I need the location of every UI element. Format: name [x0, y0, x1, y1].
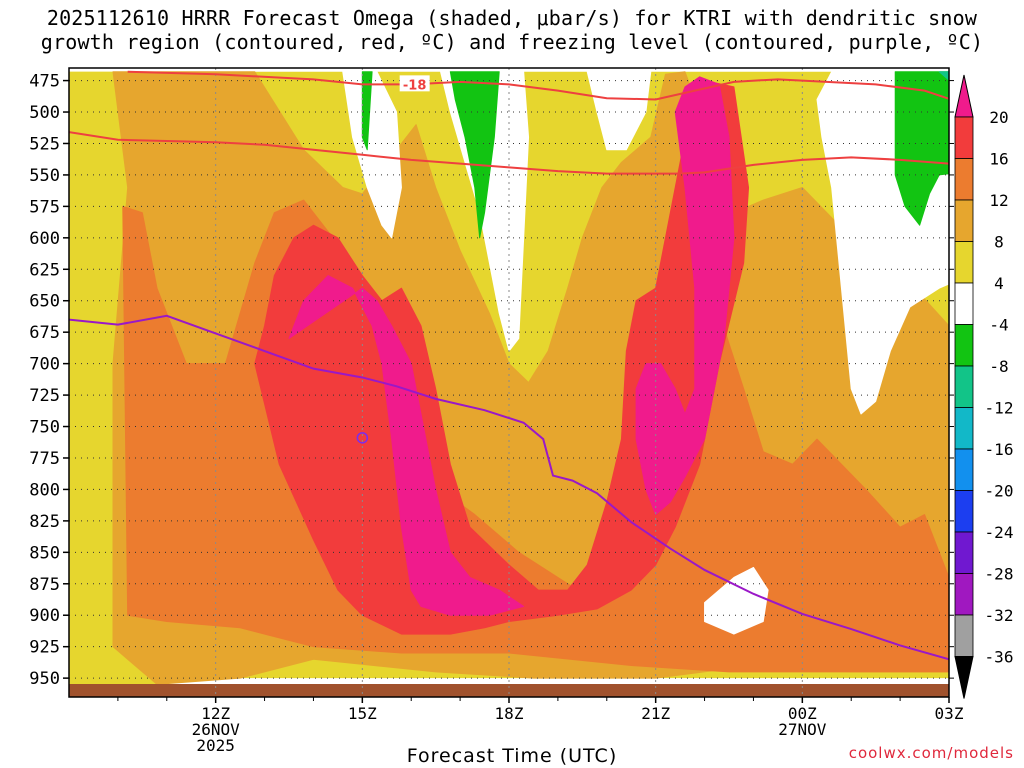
terrain-strip — [69, 684, 949, 697]
colorbar-swatch-8 — [954, 407, 974, 450]
contour-label-bg — [399, 75, 430, 92]
colorbar-swatch-7 — [954, 365, 974, 408]
chart-title-line2: growth region (contoured, red, ºC) and f… — [40, 30, 984, 54]
omega-region-12 — [894, 71, 949, 226]
x-tick-date-12Z: 26NOV — [192, 720, 241, 739]
colorbar-swatch-13 — [954, 614, 974, 657]
colorbar-swatch-9 — [954, 448, 974, 491]
y-tick-label-700: 700 — [29, 355, 60, 375]
colorbar-swatch-6 — [954, 324, 974, 367]
dgz-contour-0 — [127, 70, 949, 101]
colorbar-label-12: -32 — [985, 606, 1014, 625]
y-tick-label-725: 725 — [29, 386, 60, 406]
x-tick-label-00Z: 00Z — [788, 704, 817, 723]
colorbar-label-2: 12 — [989, 191, 1008, 210]
y-tick-label-525: 525 — [29, 134, 60, 154]
omega-region-9 — [704, 566, 769, 635]
plot-area: -18 — [69, 68, 949, 697]
x-tick-label-12Z: 12Z — [201, 704, 230, 723]
x-tick-date-00Z: 27NOV — [778, 720, 827, 739]
colorbar-bottom-triangle — [954, 656, 974, 699]
y-tick-label-750: 750 — [29, 418, 60, 438]
max-omega-marker — [356, 432, 369, 444]
y-tick-label-775: 775 — [29, 449, 60, 469]
y-tick-label-825: 825 — [29, 512, 60, 532]
x-axis-title: Forecast Time (UTC) — [406, 745, 618, 767]
colorbar-label-8: -16 — [985, 440, 1014, 459]
colorbar-label-7: -12 — [985, 399, 1014, 418]
omega-region-4 — [635, 76, 735, 516]
colorbar-label-1: 16 — [989, 150, 1008, 169]
colorbar-label-9: -20 — [985, 482, 1014, 501]
freezing-level-line — [69, 314, 949, 661]
y-tick-label-550: 550 — [29, 166, 60, 186]
chart-title-line1: 2025112610 HRRR Forecast Omega (shaded, … — [46, 6, 978, 30]
y-tick-label-600: 600 — [29, 229, 60, 249]
y-tick-label-800: 800 — [29, 480, 60, 500]
y-tick-label-950: 950 — [29, 669, 60, 689]
credit-text: coolwx.com/models — [848, 744, 1014, 762]
y-tick-label-475: 475 — [29, 72, 60, 92]
y-tick-label-575: 575 — [29, 197, 60, 217]
colorbar-swatch-5 — [954, 282, 974, 325]
colorbar-label-0: 20 — [989, 108, 1008, 127]
y-tick-label-500: 500 — [29, 103, 60, 123]
colorbar-swatch-10 — [954, 490, 974, 533]
x-tick-label-21Z: 21Z — [641, 704, 670, 723]
contour-label: -18 — [403, 78, 427, 93]
colorbar-label-3: 8 — [994, 233, 1004, 252]
colorbar-label-6: -8 — [989, 357, 1008, 376]
y-tick-label-650: 650 — [29, 292, 60, 312]
y-tick-label-925: 925 — [29, 638, 60, 658]
colorbar-swatch-2 — [954, 158, 974, 201]
y-tick-label-625: 625 — [29, 260, 60, 280]
x-tick-label-18Z: 18Z — [495, 704, 524, 723]
colorbar-label-11: -28 — [985, 565, 1014, 584]
y-tick-label-900: 900 — [29, 606, 60, 626]
axes: 475 500 525 550 575 600 625 650 675 700 725 750 775 8… — [29, 67, 964, 755]
plot-layers: -18 — [69, 68, 949, 697]
omega-region-13 — [938, 71, 949, 81]
omega-region-10 — [361, 71, 373, 151]
x-tick-year-12Z: 2025 — [196, 736, 235, 755]
colorbar-label-5: -4 — [989, 316, 1008, 335]
x-tick-label-03Z: 03Z — [935, 704, 964, 723]
y-tick-label-875: 875 — [29, 575, 60, 595]
y-tick-label-675: 675 — [29, 323, 60, 343]
colorbar-swatch-4 — [954, 241, 974, 284]
colorbar-label-4: 4 — [994, 274, 1004, 293]
colorbar-swatch-3 — [954, 199, 974, 242]
colorbar-swatch-11 — [954, 531, 974, 574]
colorbar-swatch-12 — [954, 573, 974, 616]
omega-region-11 — [449, 71, 500, 239]
colorbar-label-13: -36 — [985, 648, 1014, 667]
colorbar-top-triangle — [954, 74, 974, 118]
colorbar-swatch-1 — [954, 116, 974, 159]
colorbar-label-10: -24 — [985, 523, 1014, 542]
y-tick-label-850: 850 — [29, 543, 60, 563]
colorbar: 20 16 12 8 4 -4 -8 -12 -16 -20 -24 -28 -32 -36 — [954, 74, 1014, 699]
x-tick-label-15Z: 15Z — [348, 704, 377, 723]
dgz-contour-1 — [69, 131, 949, 175]
